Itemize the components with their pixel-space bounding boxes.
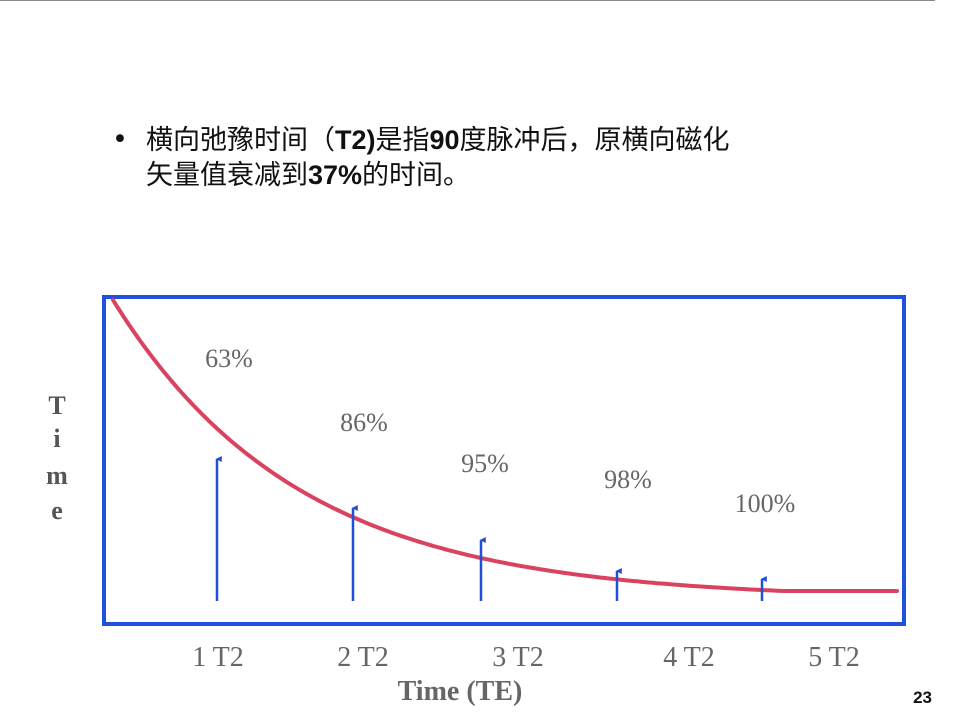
bullet-dot: • — [112, 124, 128, 155]
arrows-group — [215, 456, 767, 601]
line1-part-e: 度脉冲后，原横向磁化 — [459, 125, 730, 156]
x-tick-2: 2 T2 — [337, 642, 389, 673]
bullet-text: • 横向弛豫时间（T2)是指90度脉冲后，原横向磁化 矢量值衰减到37%的时间。 — [112, 123, 872, 193]
y-axis-letter-3: m — [46, 461, 68, 490]
decay-curve — [111, 298, 899, 593]
y-axis-letter-1: T — [48, 391, 65, 420]
annotation-4: 98% — [604, 465, 652, 494]
line1-part-b: T2) — [335, 125, 376, 155]
annotation-2: 86% — [340, 408, 388, 437]
annotation-3: 95% — [461, 449, 509, 478]
bullet-line-1: 横向弛豫时间（T2)是指90度脉冲后，原横向磁化 — [112, 123, 872, 158]
x-tick-labels: 1 T2 2 T2 3 T2 4 T2 5 T2 — [192, 642, 860, 673]
annotation-5: 100% — [735, 489, 796, 518]
page-number: 23 — [913, 688, 932, 707]
y-axis-label: Time — [46, 391, 68, 525]
x-tick-5: 5 T2 — [808, 642, 860, 673]
x-tick-3: 3 T2 — [492, 642, 544, 673]
chart-frame — [102, 295, 906, 626]
y-axis-letter-2: i — [53, 424, 60, 453]
line1-part-c: 是指 — [375, 125, 430, 156]
x-tick-4: 4 T2 — [663, 642, 715, 673]
line1-part-a: 横向弛豫时间（ — [146, 125, 335, 156]
line1-part-d: 90 — [429, 125, 460, 155]
line2-part-b: 37% — [308, 160, 363, 190]
line2-part-a: 矢量值衰减到 — [146, 160, 308, 191]
annotations-group: 63% 86% 95% 98% 100% — [205, 344, 795, 518]
y-axis-letter-4: e — [51, 496, 63, 525]
x-tick-1: 1 T2 — [192, 642, 244, 673]
top-rule — [0, 0, 935, 1]
bullet-line-2: 矢量值衰减到37%的时间。 — [112, 158, 872, 193]
annotation-1: 63% — [205, 344, 253, 373]
line2-part-c: 的时间。 — [362, 160, 471, 191]
x-axis-label: Time (TE) — [398, 676, 523, 707]
